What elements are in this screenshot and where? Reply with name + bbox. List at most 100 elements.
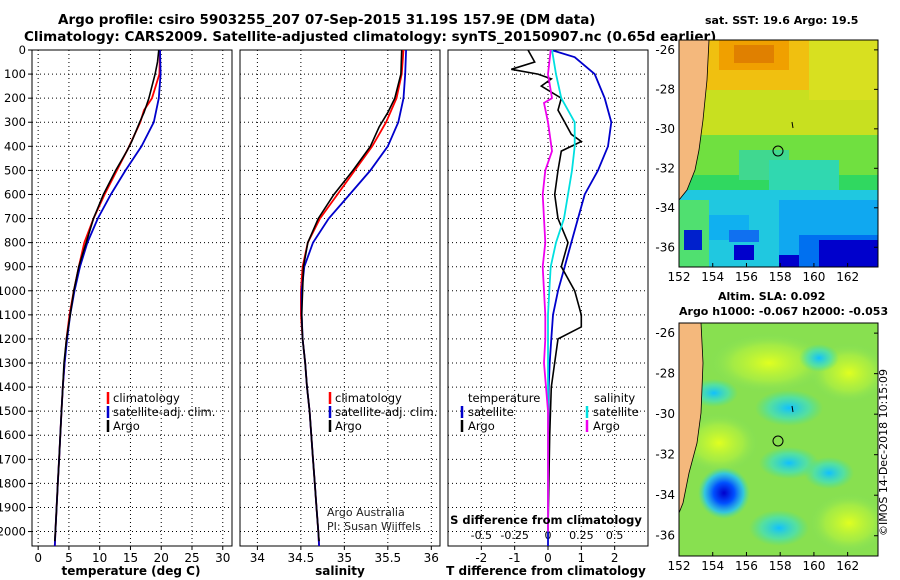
x-tick-label: 36	[424, 551, 439, 565]
depth-tick-label: 900	[4, 260, 26, 274]
salinity-grid	[240, 49, 440, 546]
series-climatology	[53, 50, 161, 546]
depth-tick-label: 0	[19, 43, 26, 57]
legend-s-sat-label: satellite	[593, 405, 639, 419]
x-tick-label: 0	[544, 551, 552, 565]
temperature-profiles	[53, 50, 162, 546]
map-lon-label: 160	[802, 559, 825, 573]
attribution-line1: Argo Australia	[327, 506, 405, 519]
s-tick-label: -0.5	[471, 529, 492, 542]
legend-t-sat-label: satellite	[468, 405, 514, 419]
series-satellite-adj-clim-	[300, 50, 407, 546]
depth-tick-label: 1800	[0, 476, 26, 490]
depth-tick-label: 700	[4, 212, 26, 226]
legend-salinity-heading: salinity	[594, 391, 635, 405]
figure-title-line1: Argo profile: csiro 5903255_207 07-Sep-2…	[58, 12, 596, 28]
s-tick-label: -0.25	[500, 529, 528, 542]
sst-map-title: sat. SST: 19.6 Argo: 19.5	[705, 14, 859, 27]
map-lat-label: -26	[655, 43, 675, 57]
salinity-axis-label: salinity	[315, 564, 365, 578]
x-tick-label: 25	[184, 551, 199, 565]
depth-tick-label: 200	[4, 91, 26, 105]
map-lon-label: 158	[769, 559, 792, 573]
map-lon-label: 156	[735, 559, 758, 573]
temperature-axis-label: temperature (deg C)	[62, 564, 201, 578]
map-lat-label: -34	[655, 201, 675, 215]
sla-map	[678, 322, 879, 557]
x-tick-label: 35	[337, 551, 352, 565]
sla-map-title1: Altim. SLA: 0.092	[718, 290, 826, 303]
map-lon-label: 154	[701, 559, 724, 573]
s-difference-axis-ticks: -0.5 -0.25 0 0.25 0.5	[471, 529, 624, 542]
depth-tick-label: 400	[4, 139, 26, 153]
t-difference-axis-label: T difference from climatology	[446, 564, 646, 578]
map-lat-label: -32	[655, 448, 675, 462]
x-tick-label: -1	[509, 551, 521, 565]
difference-legend: temperature satellite Argo salinity sate…	[460, 391, 639, 433]
map-lon-label: 162	[836, 559, 859, 573]
legend-argo-label: Argo	[335, 419, 362, 433]
temperature-grid	[32, 49, 232, 546]
difference-profiles	[511, 50, 613, 546]
x-tick-label: 1	[578, 551, 586, 565]
attribution-line2: PI: Susan Wijffels	[327, 520, 421, 533]
legend-sat-label: satellite-adj. clim.	[113, 405, 215, 419]
depth-tick-label: 1200	[0, 332, 26, 346]
depth-tick-label: 1000	[0, 284, 26, 298]
depth-tick-label: 100	[4, 67, 26, 81]
legend-temperature-heading: temperature	[468, 391, 540, 405]
map-lat-label: -36	[655, 529, 675, 543]
map-lon-label: 152	[668, 559, 691, 573]
legend-clim-label: climatology	[335, 391, 402, 405]
depth-tick-label: 1700	[0, 452, 26, 466]
depth-tick-label: 2000	[0, 525, 26, 539]
depth-tick-label: 600	[4, 187, 26, 201]
s-tick-label: 0.25	[569, 529, 594, 542]
series-salinity-satellite	[547, 50, 576, 532]
legend-clim-label: climatology	[113, 391, 180, 405]
legend-sat-label: satellite-adj. clim.	[335, 405, 437, 419]
t-difference-axis-ticks: -2 -1 0 1 2	[475, 546, 618, 565]
series-argo	[54, 50, 160, 542]
map-lat-label: -30	[655, 122, 675, 136]
series-salinity-argo	[541, 50, 553, 532]
salinity-panel-frame	[239, 49, 441, 547]
map-lon-label: 162	[836, 270, 859, 284]
map-lon-label: 154	[701, 270, 724, 284]
x-tick-label: 34.5	[288, 551, 315, 565]
sst-map-ticks: 152 154 156 158 160 162 -26 -28 -30 -32 -34 -36	[655, 43, 878, 284]
legend-t-argo-label: Argo	[468, 419, 495, 433]
x-tick-label: 30	[215, 551, 230, 565]
figure-title-line2: Climatology: CARS2009. Satellite-adjuste…	[24, 29, 717, 45]
series-temperature-argo	[511, 50, 583, 532]
depth-tick-label: 1500	[0, 404, 26, 418]
x-tick-label: 35.5	[374, 551, 401, 565]
map-lon-label: 152	[668, 270, 691, 284]
map-lat-label: -36	[655, 240, 675, 254]
s-difference-axis-label: S difference from climatology	[450, 513, 642, 527]
x-tick-label: 20	[154, 551, 169, 565]
x-tick-label: -2	[475, 551, 487, 565]
depth-tick-label: 1900	[0, 500, 26, 514]
depth-tick-label: 1100	[0, 308, 26, 322]
depth-tick-label: 1400	[0, 380, 26, 394]
map-lon-label: 158	[769, 270, 792, 284]
x-tick-label: 2	[611, 551, 619, 565]
series-temperature-satellite	[547, 50, 613, 546]
depth-axis-ticks: 0 100 200 300 400 500 600 700 800 900 1000 1100 1200…	[0, 43, 32, 539]
x-tick-label: 0	[34, 551, 42, 565]
x-tick-label: 15	[123, 551, 138, 565]
map-lat-label: -28	[655, 367, 675, 381]
x-tick-label: 34	[250, 551, 265, 565]
sla-map-title2: Argo h1000: -0.067 h2000: -0.053	[679, 305, 889, 318]
s-tick-label: 0.5	[606, 529, 624, 542]
map-lat-label: -26	[655, 326, 675, 340]
depth-tick-label: 1300	[0, 356, 26, 370]
salinity-legend: climatology satellite-adj. clim. Argo	[328, 391, 437, 433]
salinity-profiles	[300, 50, 407, 546]
legend-s-argo-label: Argo	[593, 419, 620, 433]
map-lat-label: -30	[655, 407, 675, 421]
map-lat-label: -32	[655, 161, 675, 175]
temperature-axis-ticks: 0 5 10 15 20 25 30	[34, 546, 230, 565]
